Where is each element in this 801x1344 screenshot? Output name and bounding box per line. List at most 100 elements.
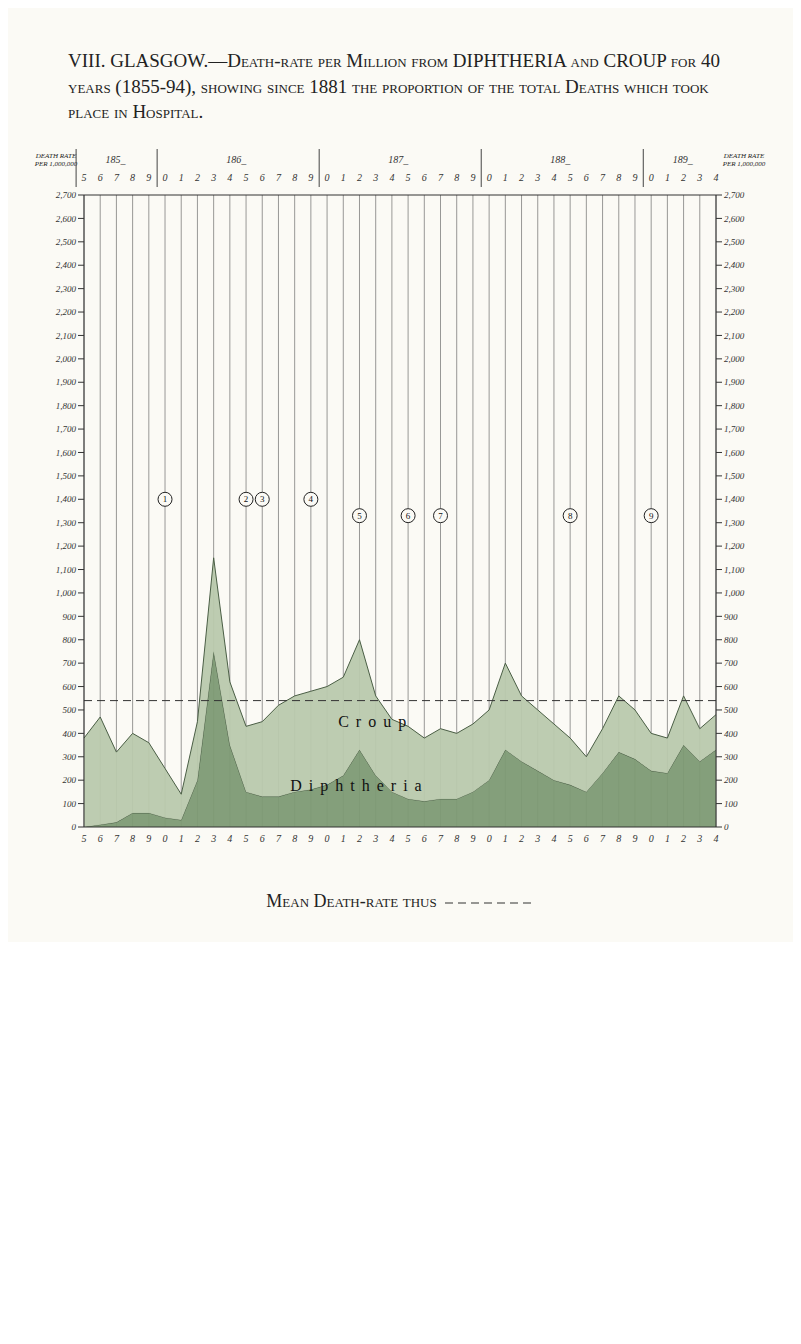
svg-text:1,400: 1,400 (56, 494, 77, 504)
svg-text:2: 2 (519, 172, 524, 183)
svg-text:1,400: 1,400 (724, 494, 745, 504)
svg-text:600: 600 (63, 682, 77, 692)
svg-text:1,700: 1,700 (56, 424, 77, 434)
svg-text:1,600: 1,600 (724, 448, 745, 458)
svg-text:Diphtheria: Diphtheria (290, 776, 428, 794)
svg-text:2,100: 2,100 (724, 331, 745, 341)
svg-text:1,700: 1,700 (724, 424, 745, 434)
svg-text:8: 8 (616, 833, 621, 844)
svg-text:0: 0 (72, 822, 77, 832)
svg-text:2: 2 (244, 494, 249, 504)
svg-text:186_: 186_ (226, 154, 247, 165)
svg-text:0: 0 (487, 833, 492, 844)
svg-text:187_: 187_ (388, 154, 409, 165)
svg-text:300: 300 (62, 752, 77, 762)
svg-text:0: 0 (487, 172, 492, 183)
svg-text:6: 6 (98, 172, 103, 183)
svg-text:5: 5 (406, 833, 411, 844)
svg-text:9: 9 (649, 511, 654, 521)
svg-text:3: 3 (534, 833, 540, 844)
svg-text:400: 400 (63, 728, 77, 738)
svg-text:300: 300 (723, 752, 738, 762)
svg-text:0: 0 (325, 172, 330, 183)
svg-text:2,700: 2,700 (56, 190, 77, 200)
svg-text:2: 2 (195, 833, 200, 844)
svg-text:4: 4 (309, 494, 314, 504)
svg-text:6: 6 (406, 511, 411, 521)
svg-text:1,200: 1,200 (56, 541, 77, 551)
svg-text:2,200: 2,200 (724, 307, 745, 317)
svg-text:9: 9 (632, 172, 637, 183)
svg-text:6: 6 (584, 172, 589, 183)
svg-text:5: 5 (568, 833, 573, 844)
svg-text:2,500: 2,500 (56, 237, 77, 247)
svg-text:4: 4 (714, 172, 719, 183)
svg-text:Croup: Croup (338, 713, 413, 731)
svg-text:2,500: 2,500 (724, 237, 745, 247)
svg-text:2,600: 2,600 (56, 214, 77, 224)
svg-text:6: 6 (260, 172, 265, 183)
svg-text:2,000: 2,000 (56, 354, 77, 364)
svg-text:2,400: 2,400 (724, 260, 745, 270)
svg-text:2,300: 2,300 (724, 284, 745, 294)
svg-text:8: 8 (454, 172, 459, 183)
svg-text:4: 4 (227, 172, 232, 183)
svg-text:2,200: 2,200 (56, 307, 77, 317)
svg-text:3: 3 (210, 833, 216, 844)
svg-text:0: 0 (163, 833, 168, 844)
svg-text:8: 8 (130, 172, 135, 183)
svg-text:500: 500 (724, 705, 738, 715)
svg-text:9: 9 (146, 833, 151, 844)
svg-text:5: 5 (82, 833, 87, 844)
svg-text:9: 9 (632, 833, 637, 844)
svg-text:1: 1 (179, 172, 184, 183)
svg-text:400: 400 (724, 728, 738, 738)
svg-text:3: 3 (260, 494, 265, 504)
svg-text:185_: 185_ (106, 154, 127, 165)
svg-text:8: 8 (454, 833, 459, 844)
svg-text:188_: 188_ (550, 154, 571, 165)
svg-text:5: 5 (244, 833, 249, 844)
svg-text:0: 0 (649, 172, 654, 183)
svg-text:3: 3 (372, 833, 378, 844)
svg-text:7: 7 (276, 172, 282, 183)
svg-text:1: 1 (503, 172, 508, 183)
svg-text:2: 2 (519, 833, 524, 844)
svg-text:5: 5 (82, 172, 87, 183)
svg-text:5: 5 (406, 172, 411, 183)
svg-text:8: 8 (292, 833, 297, 844)
svg-text:4: 4 (551, 833, 556, 844)
svg-text:7: 7 (600, 833, 606, 844)
svg-text:200: 200 (63, 775, 77, 785)
svg-text:4: 4 (389, 172, 394, 183)
svg-text:1: 1 (341, 172, 346, 183)
svg-text:1,900: 1,900 (724, 377, 745, 387)
svg-text:6: 6 (422, 172, 427, 183)
svg-text:1: 1 (665, 172, 670, 183)
svg-text:1,100: 1,100 (724, 565, 745, 575)
svg-text:5: 5 (568, 172, 573, 183)
svg-text:1,100: 1,100 (56, 565, 77, 575)
svg-text:7: 7 (600, 172, 606, 183)
svg-text:2: 2 (681, 172, 686, 183)
svg-text:8: 8 (568, 511, 573, 521)
svg-text:100: 100 (63, 799, 77, 809)
svg-text:1,500: 1,500 (724, 471, 745, 481)
svg-text:1,800: 1,800 (724, 401, 745, 411)
svg-text:2,700: 2,700 (724, 190, 745, 200)
svg-text:3: 3 (696, 172, 702, 183)
svg-text:1,000: 1,000 (724, 588, 745, 598)
svg-text:2,000: 2,000 (724, 354, 745, 364)
svg-text:4: 4 (551, 172, 556, 183)
svg-text:2,600: 2,600 (724, 214, 745, 224)
svg-text:3: 3 (210, 172, 216, 183)
svg-text:9: 9 (146, 172, 151, 183)
svg-text:4: 4 (227, 833, 232, 844)
svg-text:1,000: 1,000 (56, 588, 77, 598)
svg-text:1,500: 1,500 (56, 471, 77, 481)
svg-text:7: 7 (438, 833, 444, 844)
svg-text:7: 7 (114, 172, 120, 183)
svg-text:3: 3 (696, 833, 702, 844)
svg-text:9: 9 (308, 833, 313, 844)
svg-text:0: 0 (163, 172, 168, 183)
